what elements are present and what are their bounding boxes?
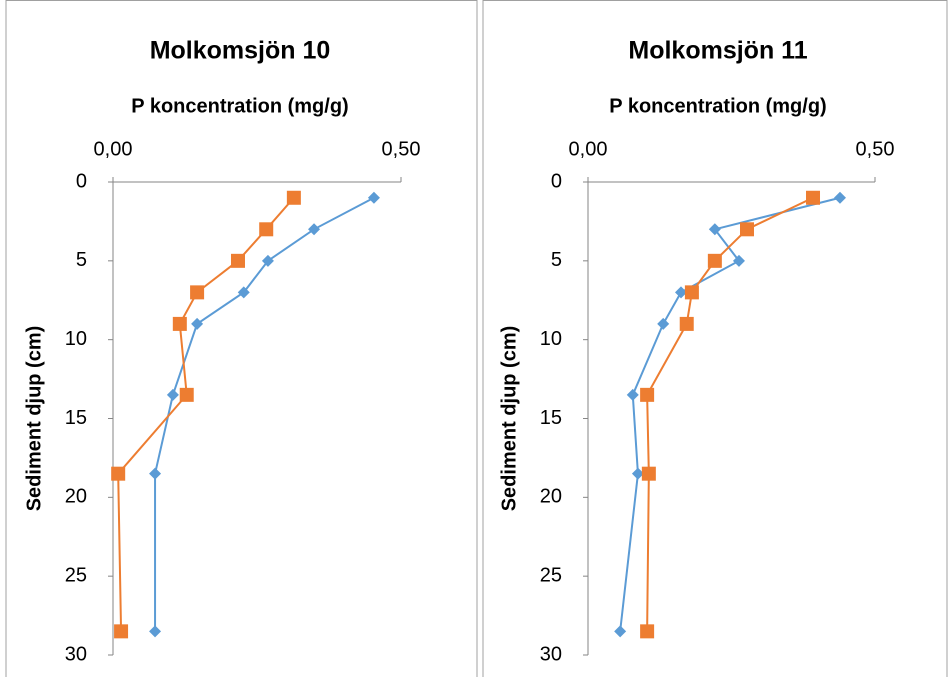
- marker: [631, 467, 644, 480]
- y-tick-label: 30: [65, 643, 87, 665]
- marker: [626, 388, 639, 401]
- marker: [614, 625, 627, 638]
- marker: [684, 285, 699, 300]
- y-tick-label: 0: [551, 170, 562, 192]
- marker: [259, 222, 274, 237]
- panel-border: [482, 0, 948, 677]
- marker: [230, 253, 245, 268]
- marker: [308, 223, 321, 236]
- marker: [166, 388, 179, 401]
- y-tick-label: 30: [540, 643, 562, 665]
- y-axis-label: Sediment djup (cm): [23, 326, 45, 512]
- marker: [261, 254, 274, 267]
- y-tick-label: 0: [76, 170, 87, 192]
- marker: [190, 285, 205, 300]
- marker: [707, 253, 722, 268]
- series-line: [154, 196, 375, 632]
- x-tick-label: 0,00: [569, 138, 608, 160]
- x-tick-label: 0,00: [94, 138, 133, 160]
- y-tick-label: 15: [540, 407, 562, 429]
- x-tick-label: 0,50: [856, 138, 895, 160]
- marker: [111, 466, 126, 481]
- marker: [806, 190, 821, 205]
- marker: [640, 624, 655, 639]
- marker: [833, 191, 846, 204]
- marker: [674, 286, 687, 299]
- marker: [149, 467, 162, 480]
- y-tick-label: 25: [65, 564, 87, 586]
- marker: [149, 625, 162, 638]
- marker: [172, 316, 187, 331]
- marker: [732, 254, 745, 267]
- marker: [179, 387, 194, 402]
- marker: [237, 286, 250, 299]
- y-tick-label: 25: [540, 564, 562, 586]
- panel-border: [5, 0, 478, 677]
- marker: [708, 223, 721, 236]
- marker: [286, 190, 301, 205]
- x-tick-label: 0,50: [382, 138, 421, 160]
- series-line: [619, 196, 841, 632]
- y-tick-label: 5: [76, 249, 87, 271]
- marker: [657, 317, 670, 330]
- marker: [367, 191, 380, 204]
- x-axis-label: P koncentration (mg/g): [609, 95, 826, 117]
- x-axis-label: P koncentration (mg/g): [131, 95, 348, 117]
- y-tick-label: 10: [540, 328, 562, 350]
- y-tick-label: 10: [65, 328, 87, 350]
- marker: [679, 316, 694, 331]
- chart-title: Molkomsjön 11: [628, 37, 807, 65]
- chart-title: Molkomsjön 10: [150, 37, 331, 65]
- y-tick-label: 5: [551, 249, 562, 271]
- marker: [114, 624, 129, 639]
- series-line: [646, 196, 814, 632]
- y-tick-label: 20: [540, 486, 562, 508]
- y-axis-label: Sediment djup (cm): [498, 326, 520, 512]
- marker: [640, 387, 655, 402]
- y-tick-label: 20: [65, 486, 87, 508]
- y-tick-label: 15: [65, 407, 87, 429]
- marker: [641, 466, 656, 481]
- marker: [739, 222, 754, 237]
- marker: [191, 317, 204, 330]
